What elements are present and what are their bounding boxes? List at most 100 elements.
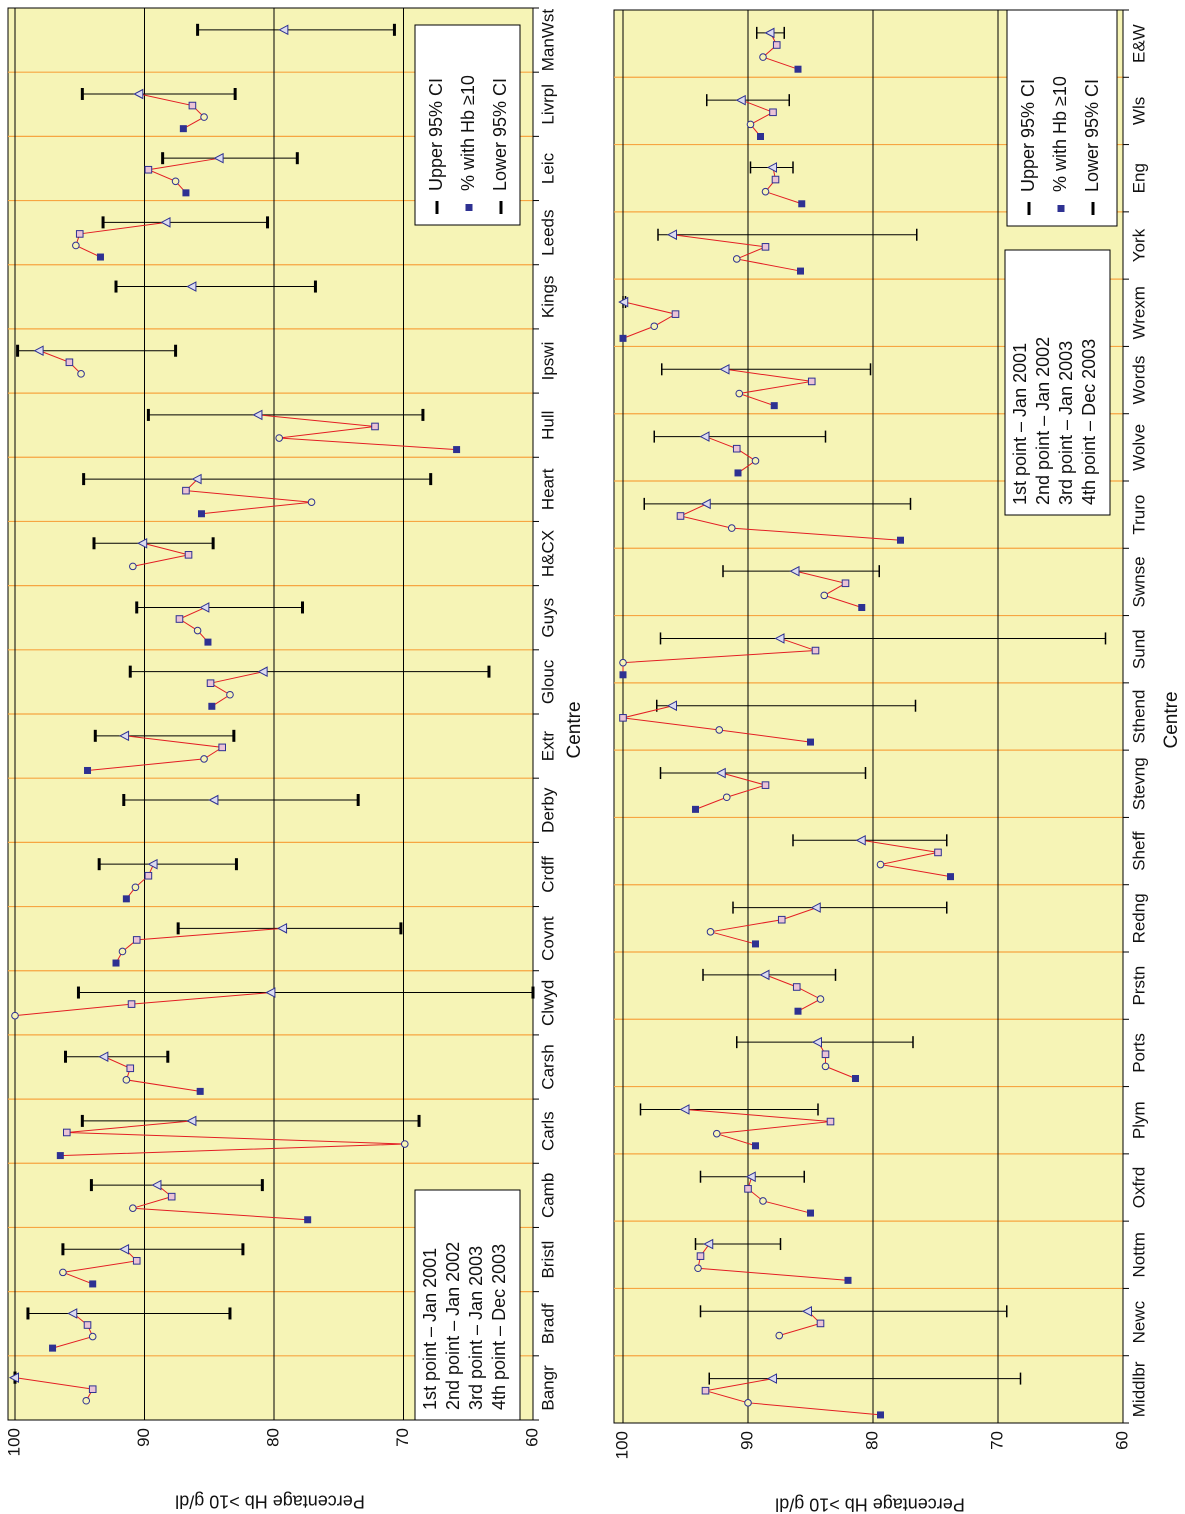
marker	[789, 565, 800, 577]
marker	[193, 626, 202, 635]
marker	[197, 510, 205, 518]
x-tick-label: Truro	[1129, 495, 1148, 535]
marker	[33, 345, 44, 357]
marker	[186, 1115, 197, 1127]
x-tick-label: Words	[1129, 356, 1148, 405]
marker	[199, 602, 210, 613]
marker	[196, 1087, 204, 1095]
marker	[666, 700, 677, 712]
marker	[807, 1209, 814, 1217]
marker	[769, 108, 777, 117]
x-tick-label: Ipswi	[538, 342, 557, 381]
marker	[761, 781, 770, 789]
x-tick-label: ManWst	[538, 9, 557, 72]
marker	[734, 469, 742, 477]
marker	[807, 377, 816, 386]
marker	[844, 1276, 852, 1284]
series-line	[132, 1184, 308, 1221]
x-tick-label: Derby	[538, 787, 557, 833]
marker	[727, 524, 736, 532]
series-line	[678, 503, 901, 541]
marker	[794, 65, 802, 73]
legend-label: 3rd point – Jan 2003	[1056, 341, 1076, 505]
marker	[934, 848, 942, 857]
marker	[766, 162, 777, 173]
marker	[618, 296, 629, 308]
marker	[715, 767, 726, 779]
marker	[676, 512, 685, 520]
marker	[761, 187, 770, 196]
marker	[307, 498, 316, 506]
marker	[151, 1179, 162, 1191]
marker	[757, 132, 764, 140]
marker	[700, 498, 711, 510]
y-tick-label: 60	[522, 1428, 541, 1447]
marker	[275, 434, 283, 442]
x-tick-label: Oxfrd	[1129, 1167, 1148, 1209]
marker	[49, 1344, 57, 1352]
marker	[96, 253, 104, 261]
marker	[129, 1204, 137, 1212]
marker	[132, 1257, 141, 1265]
marker	[200, 755, 208, 763]
series-line	[60, 1120, 405, 1157]
marker	[75, 230, 84, 238]
marker	[699, 431, 710, 442]
marker	[752, 1142, 759, 1150]
y-tick-label: 80	[263, 1428, 282, 1447]
series-line	[861, 839, 951, 878]
marker	[722, 793, 731, 802]
marker	[122, 895, 130, 903]
y-tick-label: 70	[987, 1431, 1006, 1450]
series-line	[764, 167, 802, 205]
marker	[84, 766, 92, 774]
marker	[371, 422, 379, 431]
legend-label: 4th point – Dec 2003	[1079, 339, 1099, 505]
marker	[897, 536, 904, 544]
y-tick-label: 80	[862, 1431, 881, 1450]
x-tick-label: E&W	[1129, 24, 1148, 63]
marker	[112, 959, 120, 967]
legend-label: 1st point – Jan 2001	[420, 1248, 440, 1410]
legend-box	[1006, 9, 1118, 227]
marker	[126, 1064, 135, 1073]
legend-label: % with Hb ≥10	[458, 75, 478, 191]
series-line	[672, 234, 801, 272]
y-tick-label: 60	[1112, 1431, 1131, 1450]
marker	[619, 671, 627, 679]
marker	[278, 24, 289, 36]
marker	[98, 1051, 109, 1063]
legend-box	[1004, 249, 1111, 516]
series-line	[622, 637, 816, 675]
marker	[56, 1152, 64, 1160]
marker	[83, 1321, 92, 1329]
y-axis-label: Percentage Hb >10 g/dl	[775, 1494, 965, 1514]
marker	[59, 1268, 67, 1277]
x-tick-label: Hull	[538, 411, 557, 440]
y-tick-label: 100	[4, 1428, 23, 1456]
marker	[650, 322, 659, 331]
marker	[89, 1280, 97, 1288]
marker	[770, 402, 778, 410]
marker	[761, 243, 770, 251]
x-tick-label: Covnt	[538, 916, 557, 961]
marker	[810, 902, 821, 913]
series-line	[139, 93, 205, 130]
marker	[184, 551, 193, 559]
marker	[821, 1062, 830, 1071]
legend-box	[414, 24, 521, 226]
marker	[759, 1197, 767, 1205]
x-tick-label: Nottm	[1129, 1232, 1148, 1277]
legend-label: 2nd point – Jan 2002	[1033, 337, 1053, 505]
y-tick-label: 70	[393, 1428, 412, 1447]
series-line	[622, 705, 811, 743]
marker	[759, 53, 767, 61]
marker	[160, 217, 171, 228]
series-line	[258, 414, 457, 451]
marker	[775, 1331, 784, 1340]
marker	[807, 738, 814, 746]
series-line	[125, 863, 155, 900]
marker	[619, 334, 627, 342]
marker	[8, 1372, 19, 1383]
marker	[764, 27, 775, 39]
